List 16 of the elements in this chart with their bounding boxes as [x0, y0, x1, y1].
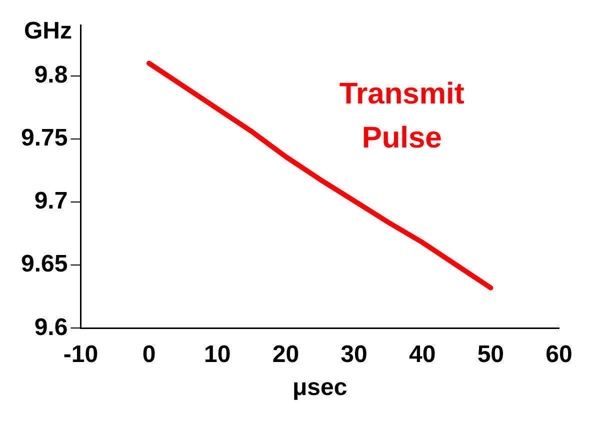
y-axis-title: GHz: [24, 18, 72, 45]
x-axis-title: μsec: [292, 374, 348, 401]
x-tick-label: 40: [408, 341, 436, 368]
x-tick-label: 30: [340, 341, 368, 368]
y-tick-label: 9.6: [34, 314, 68, 341]
x-tick-label: 50: [477, 341, 504, 368]
y-tick-label: 9.8: [34, 61, 68, 88]
series-label: Transmit Pulse: [339, 78, 464, 155]
x-tick-label: 10: [204, 341, 231, 368]
x-tick-label: 0: [142, 341, 156, 368]
y-tick-label: 9.65: [20, 250, 68, 278]
y-tick-label: 9.75: [20, 124, 68, 152]
x-tick-label: -10: [63, 341, 98, 368]
x-tick-label: 60: [546, 341, 572, 368]
x-tick-label: 20: [272, 341, 300, 368]
y-tick-label: 9.7: [34, 188, 68, 215]
